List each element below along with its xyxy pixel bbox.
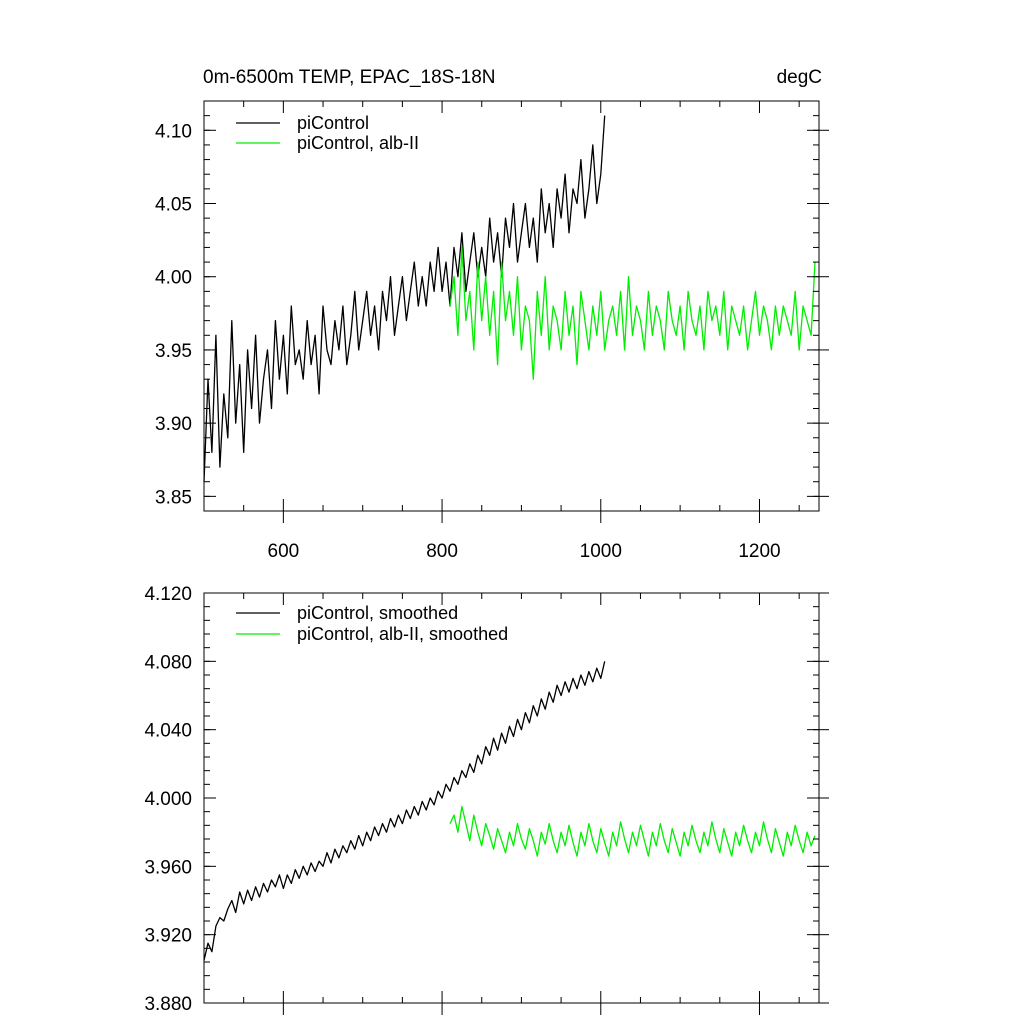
bottom-series-lines: [203, 661, 816, 961]
bottom-legend: piControl, smoothed piControl, alb-II, s…: [236, 603, 508, 644]
bottom-panel: 3.880 3.920 3.960 4.000 4.040 4.080 4.120 piCo…: [144, 584, 829, 1015]
chart-title: 0m-6500m TEMP, EPAC_18S-18N: [203, 67, 496, 88]
top-axis-ticks: 600 800 1000 1200 3.85 3.90 3.95 4.00 4.05 4.10: [155, 100, 829, 562]
top-x-tick-label: 1200: [738, 541, 780, 562]
bottom-y-tick-label: 4.000: [144, 789, 192, 810]
top-x-tick-label: 800: [426, 541, 458, 562]
bottom-y-tick-label: 3.960: [144, 857, 192, 878]
bottom-y-tick-label: 4.080: [144, 652, 192, 673]
bottom-plot-frame: [203, 592, 820, 1004]
top-series-line-picontrol: [203, 115, 606, 482]
top-plot-frame: [203, 100, 820, 512]
bottom-axis-ticks: 3.880 3.920 3.960 4.000 4.040 4.080 4.120: [144, 584, 829, 1015]
legend-label-picontrol: piControl: [297, 113, 369, 133]
top-panel: 0m-6500m TEMP, EPAC_18S-18N degC 600 800 1…: [155, 67, 829, 562]
bottom-series-line-picontrol: [203, 661, 606, 961]
legend-label-alb-ii-smoothed: piControl, alb-II, smoothed: [297, 624, 508, 644]
top-x-tick-label: 1000: [580, 541, 622, 562]
top-x-tick-label: 600: [268, 541, 300, 562]
top-y-tick-label: 4.10: [155, 121, 192, 142]
top-y-tick-label: 3.95: [155, 341, 192, 362]
top-y-tick-label: 4.00: [155, 268, 192, 289]
bottom-y-tick-label: 4.040: [144, 721, 192, 742]
bottom-series-line-alb-ii: [449, 805, 816, 857]
bottom-y-tick-label: 3.920: [144, 926, 192, 947]
legend-label-alb-ii: piControl, alb-II: [297, 133, 419, 153]
units-label: degC: [777, 67, 822, 88]
legend-label-picontrol-smoothed: piControl, smoothed: [297, 603, 458, 623]
top-y-tick-label: 4.05: [155, 195, 192, 216]
top-series-line-alb-ii: [449, 246, 816, 380]
top-legend: piControl piControl, alb-II: [236, 113, 419, 153]
top-series-lines: [203, 115, 816, 482]
top-y-tick-label: 3.85: [155, 487, 192, 508]
top-y-tick-label: 3.90: [155, 414, 192, 435]
bottom-y-tick-label: 3.880: [144, 994, 192, 1015]
bottom-y-tick-label: 4.120: [144, 584, 192, 605]
